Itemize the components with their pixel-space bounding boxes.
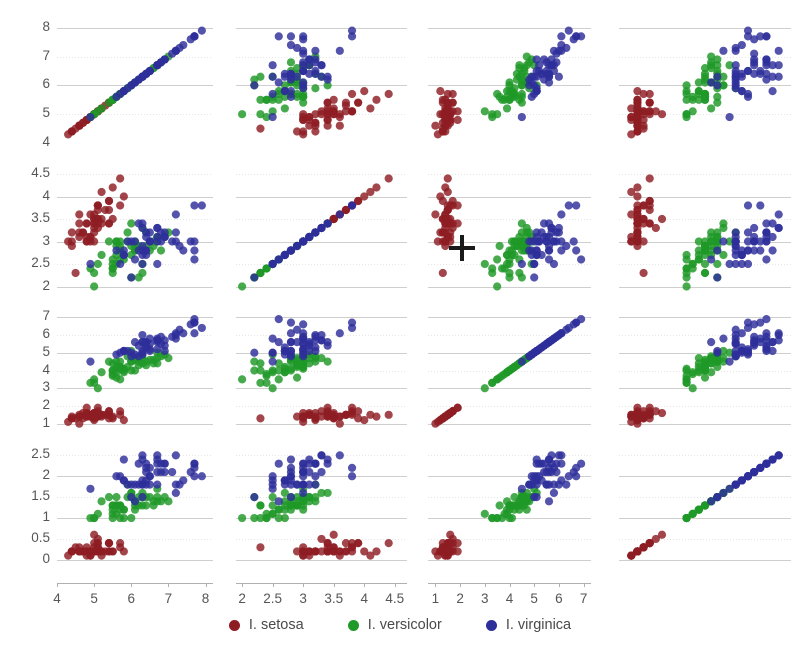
splom-cell-sepal_width-vs-sepal_length[interactable] — [57, 165, 213, 291]
y-axis-tick-label: 4 — [42, 361, 50, 377]
x-axis-tickmark — [559, 583, 560, 587]
legend-swatch-icon — [485, 619, 497, 631]
x-axis-tickmark — [395, 583, 396, 587]
legend-label: I. virginica — [505, 617, 572, 633]
x-axis-tickmark — [273, 583, 274, 587]
splom-cell-sepal_length-vs-petal_width[interactable] — [619, 22, 791, 143]
y-axis-tick-label: 3 — [42, 232, 50, 248]
x-axis-tick-label: 3 — [299, 591, 307, 606]
x-axis-tickmark — [242, 583, 243, 587]
y-axis-tick-label: 2 — [42, 396, 50, 412]
y-axis-tick-label: 5 — [42, 105, 50, 121]
y-axis-tick-label: 2 — [42, 277, 50, 293]
x-axis-tick-label: 5 — [90, 591, 98, 606]
y-axis-tick-label: 2.5 — [31, 446, 50, 462]
x-axis-tickmark — [460, 583, 461, 587]
x-axis-tickmark — [334, 583, 335, 587]
y-axis-tick-label: 4.5 — [31, 165, 50, 180]
splom-cell-petal_length-vs-sepal_length[interactable] — [57, 312, 213, 429]
splom-cell-petal_width-vs-petal_width[interactable] — [619, 447, 791, 564]
legend-item-2[interactable]: I. virginica — [485, 617, 572, 633]
splom-cell-sepal_width-vs-sepal_width[interactable] — [236, 165, 407, 291]
x-axis-tick-label: 5 — [530, 591, 538, 606]
splom-cell-sepal_width-vs-petal_width[interactable] — [619, 165, 791, 291]
x-axis-tick-label: 7 — [164, 591, 173, 606]
splom-cell-sepal_length-vs-petal_length[interactable] — [428, 22, 591, 143]
x-axis-tickmark — [94, 583, 95, 587]
splom-cell-sepal_length-vs-sepal_length[interactable] — [57, 22, 213, 143]
x-axis-tick-label: 6 — [127, 591, 136, 606]
splom-cell-sepal_width-vs-petal_length[interactable] — [428, 165, 591, 291]
x-axis-line — [57, 583, 213, 584]
x-axis-tickmark — [364, 583, 365, 587]
y-axis-tick-label: 0.5 — [31, 529, 50, 545]
y-axis-tick-label: 6 — [42, 76, 50, 92]
x-axis-tick-label: 4 — [360, 591, 368, 606]
y-axis-tick-label: 4 — [42, 187, 50, 203]
x-axis-tick-label: 4.5 — [385, 591, 405, 606]
splom-cell-petal_length-vs-sepal_width[interactable] — [236, 312, 407, 429]
x-axis-tickmark — [131, 583, 132, 587]
legend-label: I. setosa — [248, 617, 304, 633]
chart-legend: I. setosa I. versicolor I. virginica — [0, 610, 800, 640]
x-axis-line — [428, 583, 591, 584]
x-axis-tick-label: 1 — [431, 591, 440, 606]
x-axis-tickmark — [534, 583, 535, 587]
y-axis-tick-label: 5 — [42, 343, 50, 359]
x-axis-tickmark — [57, 583, 58, 587]
x-axis-tick-label: 4 — [505, 591, 514, 606]
splom-cell-petal_length-vs-petal_length[interactable] — [428, 312, 591, 429]
y-axis-tick-label: 3 — [42, 379, 50, 395]
x-axis-tickmark — [206, 583, 207, 587]
y-axis-tick-label: 1 — [42, 509, 50, 525]
y-axis-tick-label: 1.5 — [31, 488, 50, 504]
x-axis-tick-label: 2 — [456, 591, 464, 606]
x-axis-tick-label: 3 — [481, 591, 489, 606]
x-axis-tick-label: 7 — [579, 591, 588, 606]
x-axis-tick-label: 3.5 — [324, 591, 344, 606]
x-axis-tick-label: 8 — [201, 591, 210, 606]
x-axis-line — [236, 583, 407, 584]
y-axis-tick-label: 4 — [42, 134, 50, 149]
splom-cell-petal_width-vs-sepal_width[interactable] — [236, 447, 407, 564]
splom-cell-petal_width-vs-sepal_length[interactable] — [57, 447, 213, 564]
x-axis-tickmark — [303, 583, 304, 587]
x-axis-tickmark — [584, 583, 585, 587]
legend-swatch-icon — [228, 619, 240, 631]
y-axis-tick-label: 7 — [42, 308, 50, 324]
x-axis-tickmark — [168, 583, 169, 587]
y-axis-tick-label: 7 — [42, 47, 50, 63]
y-axis-tick-label: 2 — [42, 467, 50, 483]
splom-cell-sepal_length-vs-sepal_width[interactable] — [236, 22, 407, 143]
y-axis-tick-label: 6 — [42, 326, 50, 342]
legend-item-0[interactable]: I. setosa — [228, 617, 304, 633]
splom-cell-petal_length-vs-petal_width[interactable] — [619, 312, 791, 429]
y-axis-tick-label: 0 — [42, 550, 50, 566]
legend-swatch-icon — [347, 619, 359, 631]
x-axis-tickmark — [510, 583, 511, 587]
y-axis-tick-label: 3.5 — [31, 210, 50, 225]
x-axis-tickmark — [485, 583, 486, 587]
x-axis-tickmark — [435, 583, 436, 587]
x-axis-tick-label: 6 — [555, 591, 563, 606]
y-axis-tick-label: 1 — [42, 414, 50, 430]
legend-item-1[interactable]: I. versicolor — [347, 617, 442, 633]
y-axis-tick-label: 8 — [42, 18, 50, 34]
legend-label: I. versicolor — [367, 617, 442, 633]
x-axis-tick-label: 2.5 — [263, 591, 283, 606]
splom-cell-petal_width-vs-petal_length[interactable] — [428, 447, 591, 564]
x-axis-tick-label: 2 — [238, 591, 246, 606]
x-axis-tick-label: 4 — [53, 591, 61, 606]
y-axis-tick-label: 2.5 — [31, 255, 50, 270]
